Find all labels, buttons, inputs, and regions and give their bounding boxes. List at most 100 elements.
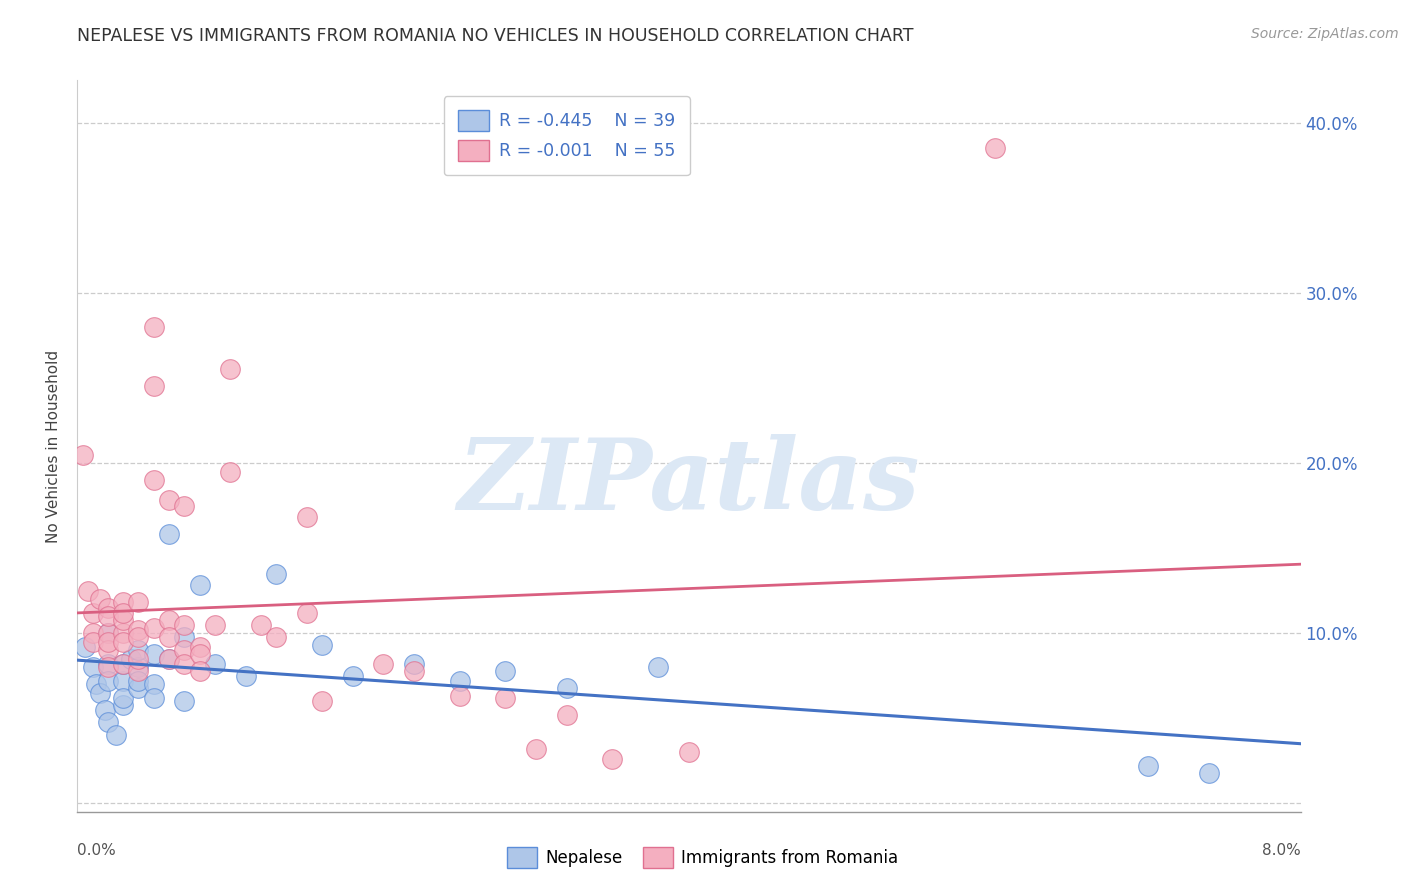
Text: 8.0%: 8.0% [1261, 843, 1301, 858]
Point [173, 630, 195, 644]
Point [295, 606, 318, 620]
Point [142, 379, 165, 393]
Point [311, 694, 333, 708]
Point [157, 493, 180, 508]
Point [173, 643, 195, 657]
Point [84, 677, 107, 691]
Point [97, 626, 120, 640]
Point [647, 660, 669, 674]
Legend: Nepalese, Immigrants from Romania: Nepalese, Immigrants from Romania [496, 836, 910, 880]
Text: NEPALESE VS IMMIGRANTS FROM ROMANIA NO VEHICLES IN HOUSEHOLD CORRELATION CHART: NEPALESE VS IMMIGRANTS FROM ROMANIA NO V… [77, 27, 914, 45]
Point [188, 640, 211, 654]
Point [402, 657, 425, 671]
Point [112, 673, 135, 688]
Point [524, 741, 547, 756]
Point [142, 677, 165, 691]
Point [311, 638, 333, 652]
Text: 0.0%: 0.0% [77, 843, 117, 858]
Point [128, 623, 150, 637]
Point [142, 473, 165, 487]
Point [82, 626, 104, 640]
Point [89, 592, 111, 607]
Point [173, 657, 195, 671]
Point [602, 752, 624, 766]
Point [678, 745, 700, 759]
Point [188, 664, 211, 678]
Point [112, 613, 135, 627]
Text: ZIPatlas: ZIPatlas [458, 434, 920, 531]
Point [72, 448, 94, 462]
Point [342, 668, 364, 682]
Point [219, 362, 242, 376]
Point [1136, 759, 1159, 773]
Point [112, 657, 135, 671]
Point [77, 583, 100, 598]
Point [97, 714, 120, 729]
Point [97, 600, 120, 615]
Point [128, 630, 150, 644]
Point [173, 694, 195, 708]
Point [173, 617, 195, 632]
Point [142, 690, 165, 705]
Point [157, 527, 180, 541]
Point [82, 660, 104, 674]
Point [97, 660, 120, 674]
Point [94, 703, 117, 717]
Point [82, 634, 104, 648]
Point [555, 681, 578, 695]
Point [1198, 765, 1220, 780]
Point [89, 686, 111, 700]
Point [73, 640, 96, 654]
Point [173, 499, 195, 513]
Point [449, 689, 471, 703]
Point [157, 651, 180, 665]
Point [112, 634, 135, 648]
Legend: R = -0.445    N = 39, R = -0.001    N = 55: R = -0.445 N = 39, R = -0.001 N = 55 [444, 96, 689, 175]
Point [112, 626, 135, 640]
Point [128, 643, 150, 657]
Point [97, 673, 120, 688]
Point [219, 465, 242, 479]
Point [142, 320, 165, 334]
Point [264, 566, 287, 581]
Point [204, 657, 226, 671]
Point [82, 606, 104, 620]
Point [204, 617, 226, 632]
Point [128, 595, 150, 609]
Point [128, 660, 150, 674]
Point [104, 728, 127, 742]
Point [157, 651, 180, 665]
Point [157, 613, 180, 627]
Point [235, 668, 257, 682]
Point [555, 707, 578, 722]
Point [371, 657, 394, 671]
Point [112, 657, 135, 671]
Point [142, 647, 165, 661]
Point [264, 630, 287, 644]
Point [449, 673, 471, 688]
Point [112, 690, 135, 705]
Point [97, 609, 120, 624]
Point [984, 141, 1007, 155]
Point [495, 664, 517, 678]
Point [128, 651, 150, 665]
Y-axis label: No Vehicles in Household: No Vehicles in Household [46, 350, 62, 542]
Point [495, 690, 517, 705]
Point [128, 673, 150, 688]
Point [97, 626, 120, 640]
Point [112, 698, 135, 712]
Point [188, 647, 211, 661]
Point [112, 595, 135, 609]
Point [128, 681, 150, 695]
Point [128, 664, 150, 678]
Point [295, 510, 318, 524]
Point [402, 664, 425, 678]
Point [97, 657, 120, 671]
Text: Source: ZipAtlas.com: Source: ZipAtlas.com [1251, 27, 1399, 41]
Point [120, 651, 142, 665]
Point [97, 643, 120, 657]
Point [97, 634, 120, 648]
Point [188, 578, 211, 592]
Point [112, 606, 135, 620]
Point [250, 617, 273, 632]
